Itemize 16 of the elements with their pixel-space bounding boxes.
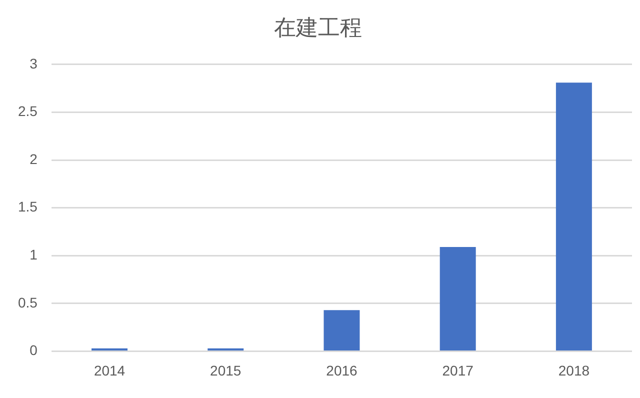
x-tick-label: 2017 xyxy=(442,362,474,378)
bar xyxy=(324,310,360,350)
y-tick-label: 0.5 xyxy=(18,294,38,310)
y-tick-label: 1.5 xyxy=(18,198,38,215)
bar xyxy=(440,246,476,350)
x-tick-label: 2018 xyxy=(558,362,590,378)
chart-title: 在建工程 xyxy=(274,16,362,41)
x-tick-label: 2014 xyxy=(94,362,126,378)
y-tick-label: 3 xyxy=(30,55,38,72)
bar xyxy=(556,82,592,350)
y-tick-label: 0 xyxy=(30,342,38,358)
y-tick-label: 2.5 xyxy=(18,103,38,120)
y-tick-label: 2 xyxy=(30,150,38,167)
x-tick-label: 2015 xyxy=(210,362,242,378)
x-tick-label: 2016 xyxy=(326,362,358,378)
y-tick-label: 1 xyxy=(30,246,38,262)
